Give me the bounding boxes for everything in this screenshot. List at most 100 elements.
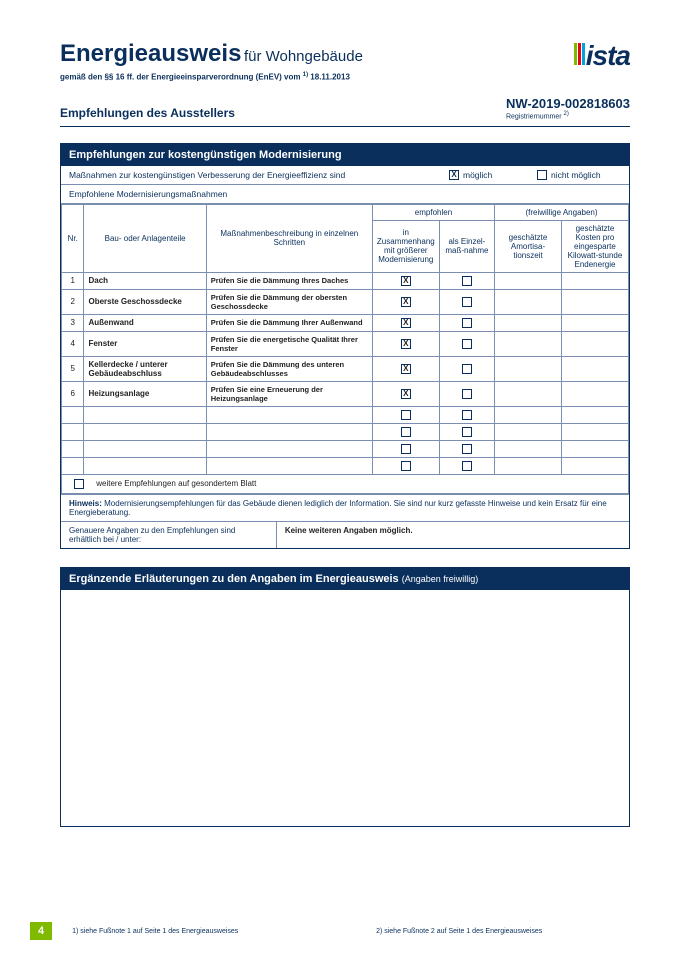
checkbox-icon[interactable] xyxy=(401,297,411,307)
cell-amort xyxy=(495,331,562,356)
label-not-possible: nicht möglich xyxy=(551,170,621,180)
cell-cost xyxy=(561,314,628,331)
cell-amort xyxy=(495,314,562,331)
table-row-empty xyxy=(62,440,629,457)
registration-block: NW-2019-002818603 Registriernummer 2) xyxy=(506,96,630,120)
table-row-empty xyxy=(62,423,629,440)
table-row: 1DachPrüfen Sie die Dämmung Ihres Daches xyxy=(62,272,629,289)
checkbox-icon[interactable] xyxy=(462,364,472,374)
th-amort: geschätzte Amortisa-tionszeit xyxy=(495,220,562,272)
checkbox-not-possible[interactable] xyxy=(537,170,547,180)
cell-check-single xyxy=(439,314,494,331)
title-main: Energieausweis xyxy=(60,40,241,67)
recommendations-table: Nr. Bau- oder Anlagenteile Maßnahmenbesc… xyxy=(61,204,629,494)
checkbox-possible[interactable] xyxy=(449,170,459,180)
subtitle: gemäß den §§ 16 ff. der Energieeinsparve… xyxy=(60,72,363,82)
checkbox-icon[interactable] xyxy=(462,427,472,437)
checkbox-icon[interactable] xyxy=(401,339,411,349)
th-context: in Zusammenhang mit größerer Modernisier… xyxy=(372,220,439,272)
section-title: Empfehlungen des Ausstellers xyxy=(60,106,235,120)
cell-amort xyxy=(495,356,562,381)
th-group-recommended: empfohlen xyxy=(372,204,494,220)
cell-part: Kellerdecke / unterer Gebäudeabschluss xyxy=(84,356,206,381)
cell-amort xyxy=(495,381,562,406)
cell-amort xyxy=(495,272,562,289)
checkbox-further[interactable] xyxy=(74,479,84,489)
logo-bars xyxy=(574,40,586,71)
cell-part: Oberste Geschossdecke xyxy=(84,289,206,314)
cell-check-context xyxy=(372,381,439,406)
checkbox-icon[interactable] xyxy=(401,389,411,399)
detail-right: Keine weiteren Angaben möglich. xyxy=(277,522,629,548)
th-nr: Nr. xyxy=(62,204,84,272)
checkbox-icon[interactable] xyxy=(401,364,411,374)
checkbox-icon[interactable] xyxy=(462,276,472,286)
cell-desc: Prüfen Sie eine Erneuerung der Heizungsa… xyxy=(206,381,372,406)
footer: 4 1) siehe Fußnote 1 auf Seite 1 des Ene… xyxy=(0,922,680,940)
cell-check-context xyxy=(372,314,439,331)
checkbox-icon[interactable] xyxy=(462,339,472,349)
registration-number: NW-2019-002818603 xyxy=(506,96,630,111)
cell-desc: Prüfen Sie die Dämmung der obersten Gesc… xyxy=(206,289,372,314)
further-row: weitere Empfehlungen auf gesondertem Bla… xyxy=(62,474,629,493)
measures-label: Maßnahmen zur kostengünstigen Verbesseru… xyxy=(69,170,445,180)
checkbox-icon[interactable] xyxy=(462,444,472,454)
cell-check-single xyxy=(439,356,494,381)
hint-text: Modernisierungsempfehlungen für das Gebä… xyxy=(69,499,607,517)
cell-cost xyxy=(561,289,628,314)
checkbox-icon[interactable] xyxy=(462,461,472,471)
checkbox-icon[interactable] xyxy=(401,444,411,454)
cell-check-single xyxy=(439,331,494,356)
cell-nr: 3 xyxy=(62,314,84,331)
cell-cost xyxy=(561,272,628,289)
th-single: als Einzel-maß-nahme xyxy=(439,220,494,272)
cell-desc: Prüfen Sie die energetische Qualität Ihr… xyxy=(206,331,372,356)
footnote-1: 1) siehe Fußnote 1 auf Seite 1 des Energ… xyxy=(72,928,376,935)
cell-nr: 5 xyxy=(62,356,84,381)
page-number: 4 xyxy=(30,922,52,940)
table-row: 6HeizungsanlagePrüfen Sie eine Erneuerun… xyxy=(62,381,629,406)
checkbox-icon[interactable] xyxy=(462,410,472,420)
checkbox-icon[interactable] xyxy=(462,318,472,328)
table-row: 3AußenwandPrüfen Sie die Dämmung Ihrer A… xyxy=(62,314,629,331)
title-block: Energieausweis für Wohngebäude gemäß den… xyxy=(60,40,363,82)
cell-part: Dach xyxy=(84,272,206,289)
checkbox-icon[interactable] xyxy=(401,461,411,471)
table-row: 5Kellerdecke / unterer GebäudeabschlussP… xyxy=(62,356,629,381)
checkbox-icon[interactable] xyxy=(401,276,411,286)
th-cost: geschätzte Kosten pro eingesparte Kilowa… xyxy=(561,220,628,272)
cell-check-context xyxy=(372,356,439,381)
th-part: Bau- oder Anlagenteile xyxy=(84,204,206,272)
checkbox-icon[interactable] xyxy=(401,318,411,328)
box-header: Empfehlungen zur kostengünstigen Moderni… xyxy=(61,144,629,166)
checkbox-icon[interactable] xyxy=(462,297,472,307)
th-desc: Maßnahmenbeschreibung in einzelnen Schri… xyxy=(206,204,372,272)
cell-cost xyxy=(561,331,628,356)
cell-nr: 6 xyxy=(62,381,84,406)
title-sub: für Wohngebäude xyxy=(244,48,363,65)
page: Energieausweis für Wohngebäude gemäß den… xyxy=(0,0,680,960)
cell-cost xyxy=(561,381,628,406)
recommendations-box: Empfehlungen zur kostengünstigen Moderni… xyxy=(60,143,630,549)
hint-label: Hinweis: xyxy=(69,499,102,508)
cell-desc: Prüfen Sie die Dämmung Ihres Daches xyxy=(206,272,372,289)
table-row-empty xyxy=(62,457,629,474)
cell-nr: 1 xyxy=(62,272,84,289)
possibility-row: Maßnahmen zur kostengünstigen Verbesseru… xyxy=(61,166,629,185)
hint-row: Hinweis: Modernisierungsempfehlungen für… xyxy=(61,494,629,521)
checkbox-icon[interactable] xyxy=(401,427,411,437)
logo-text: ista xyxy=(586,40,630,71)
checkbox-icon[interactable] xyxy=(462,389,472,399)
explanations-box: Ergänzende Erläuterungen zu den Angaben … xyxy=(60,567,630,827)
table-row: 2Oberste GeschossdeckePrüfen Sie die Däm… xyxy=(62,289,629,314)
box2-header-sub: (Angaben freiwillig) xyxy=(402,574,479,584)
cell-nr: 2 xyxy=(62,289,84,314)
label-possible: möglich xyxy=(463,170,533,180)
detail-row: Genauere Angaben zu den Empfehlungen sin… xyxy=(61,521,629,548)
cell-part: Fenster xyxy=(84,331,206,356)
checkbox-icon[interactable] xyxy=(401,410,411,420)
cell-desc: Prüfen Sie die Dämmung des unteren Gebäu… xyxy=(206,356,372,381)
cell-check-context xyxy=(372,272,439,289)
registration-row: Empfehlungen des Ausstellers NW-2019-002… xyxy=(60,96,630,127)
cell-amort xyxy=(495,289,562,314)
